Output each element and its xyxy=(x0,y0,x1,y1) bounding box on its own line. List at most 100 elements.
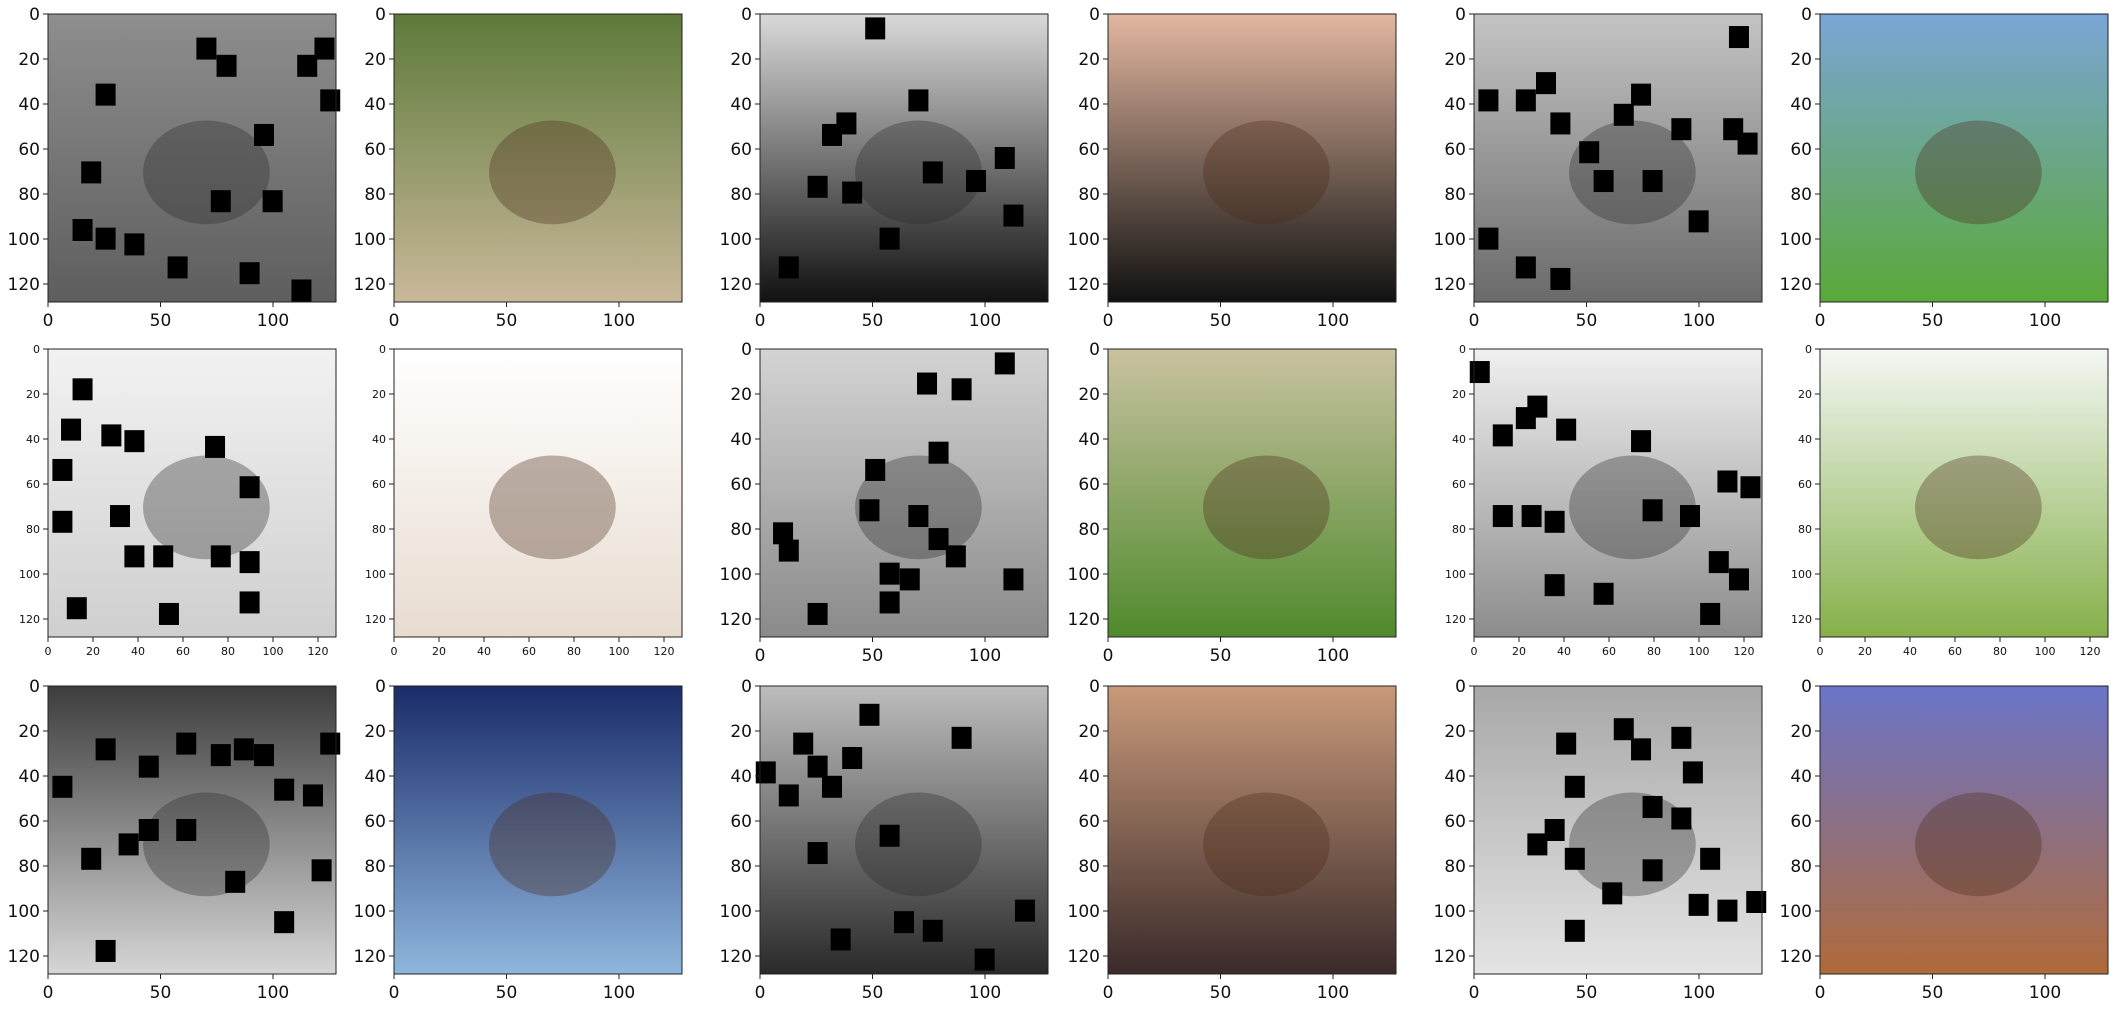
mask-patch xyxy=(1556,418,1577,441)
y-tick-label: 60 xyxy=(1452,478,1466,491)
x-tick-label: 0 xyxy=(389,983,400,1003)
mask-patch xyxy=(1536,72,1556,95)
y-tick-label: 20 xyxy=(1444,722,1466,742)
y-tick-label: 20 xyxy=(18,722,40,742)
mask-patch xyxy=(778,539,799,562)
y-tick-label: 40 xyxy=(1790,767,1812,787)
subject-shape xyxy=(143,120,270,225)
mask-patch xyxy=(138,819,159,841)
panel-image xyxy=(1108,349,1396,637)
mask-patch xyxy=(320,89,341,112)
y-tick-label: 80 xyxy=(18,185,40,205)
panel-grayscale-masked-man: 0 50 100 0 20 40 60 80 100 120 xyxy=(720,677,1049,1003)
mask-patch xyxy=(1492,505,1513,528)
y-tick-label: 120 xyxy=(354,947,386,967)
y-tick-label: 100 xyxy=(354,230,386,250)
x-tick-label: 0 xyxy=(391,645,398,658)
x-tick-label: 0 xyxy=(1103,646,1114,666)
panel-image xyxy=(1820,349,2108,637)
mask-patch xyxy=(196,37,217,60)
y-tick-label: 60 xyxy=(1078,475,1100,495)
y-tick-label: 80 xyxy=(364,857,386,877)
y-tick-label: 60 xyxy=(18,812,40,832)
mask-patch xyxy=(1550,267,1571,290)
panel-grayscale-masked-cat: 0 50 100 0 20 40 60 80 100 120 xyxy=(1434,677,1767,1003)
mask-patch xyxy=(830,928,851,951)
x-tick-label: 50 xyxy=(1922,983,1944,1003)
x-tick-label: 60 xyxy=(1602,645,1616,658)
x-tick-label: 40 xyxy=(1903,645,1917,658)
y-tick-label: 20 xyxy=(1798,388,1812,401)
x-tick-label: 100 xyxy=(969,311,1001,331)
mask-patch xyxy=(922,919,943,942)
x-tick-label: 50 xyxy=(862,646,884,666)
y-tick-label: 0 xyxy=(1089,677,1100,697)
y-tick-label: 120 xyxy=(1780,947,1812,967)
mask-patch xyxy=(254,123,274,146)
mask-patch xyxy=(793,732,814,755)
x-tick-label: 50 xyxy=(1210,983,1232,1003)
y-tick-label: 100 xyxy=(354,902,386,922)
subject-shape xyxy=(1203,792,1330,897)
y-tick-label: 0 xyxy=(1089,340,1100,360)
y-tick-label: 20 xyxy=(730,385,752,405)
mask-patch xyxy=(1671,726,1692,749)
mask-patch xyxy=(1602,882,1623,905)
mask-patch xyxy=(61,418,82,441)
mask-patch xyxy=(951,726,972,749)
x-tick-label: 0 xyxy=(1103,311,1114,331)
x-tick-label: 100 xyxy=(969,646,1001,666)
y-tick-label: 100 xyxy=(720,565,752,585)
panel-image xyxy=(394,349,682,637)
y-tick-label: 80 xyxy=(1444,857,1466,877)
panel-image xyxy=(1474,349,1762,637)
mask-patch xyxy=(1708,551,1729,574)
axes-frame xyxy=(393,348,683,638)
panel-image xyxy=(48,14,336,302)
y-tick-label: 60 xyxy=(1444,812,1466,832)
x-tick-label: 120 xyxy=(1734,645,1755,658)
y-tick-label: 60 xyxy=(1078,140,1100,160)
mask-patch xyxy=(124,233,145,256)
panel-colorized-hot-sauce: 0 50 100 0 20 40 60 80 100 120 xyxy=(354,5,683,331)
mask-patch xyxy=(1003,204,1024,227)
y-tick-label: 40 xyxy=(18,95,40,115)
mask-patch xyxy=(917,372,938,395)
y-tick-label: 20 xyxy=(1790,50,1812,70)
y-tick-label: 100 xyxy=(1434,902,1466,922)
y-tick-label: 40 xyxy=(730,430,752,450)
subject-shape xyxy=(1569,792,1696,897)
mask-patch xyxy=(966,170,986,193)
x-tick-label: 0 xyxy=(1817,645,1824,658)
mask-patch xyxy=(1746,891,1767,913)
y-tick-label: 40 xyxy=(730,767,752,787)
x-tick-label: 100 xyxy=(2029,983,2061,1003)
mask-patch xyxy=(1680,505,1700,528)
y-tick-label: 20 xyxy=(1444,50,1466,70)
mask-patch xyxy=(1515,256,1536,279)
subject-shape xyxy=(1203,455,1330,560)
x-tick-label: 80 xyxy=(1647,645,1661,658)
x-tick-label: 100 xyxy=(1317,983,1349,1003)
mask-patch xyxy=(842,747,863,769)
mask-patch xyxy=(1469,361,1490,384)
axes-frame xyxy=(393,685,683,975)
subject-shape xyxy=(1915,455,2042,560)
x-tick-label: 100 xyxy=(1683,311,1715,331)
mask-patch xyxy=(66,597,87,620)
x-tick-label: 100 xyxy=(603,983,635,1003)
y-tick-label: 100 xyxy=(1434,230,1466,250)
mask-patch xyxy=(262,190,283,213)
y-tick-label: 60 xyxy=(730,140,752,160)
y-tick-label: 40 xyxy=(1078,430,1100,450)
mask-patch xyxy=(274,778,295,801)
mask-patch xyxy=(320,732,341,755)
panel-grayscale-masked-bison: 0 20 40 60 80 100 120 0 20 40 60 80 100 120 xyxy=(1445,343,1763,658)
y-tick-label: 120 xyxy=(8,947,40,967)
y-tick-label: 100 xyxy=(1791,568,1812,581)
mask-patch xyxy=(1478,227,1499,250)
subject-shape xyxy=(855,792,982,897)
y-tick-label: 100 xyxy=(1780,902,1812,922)
x-tick-label: 50 xyxy=(1210,311,1232,331)
